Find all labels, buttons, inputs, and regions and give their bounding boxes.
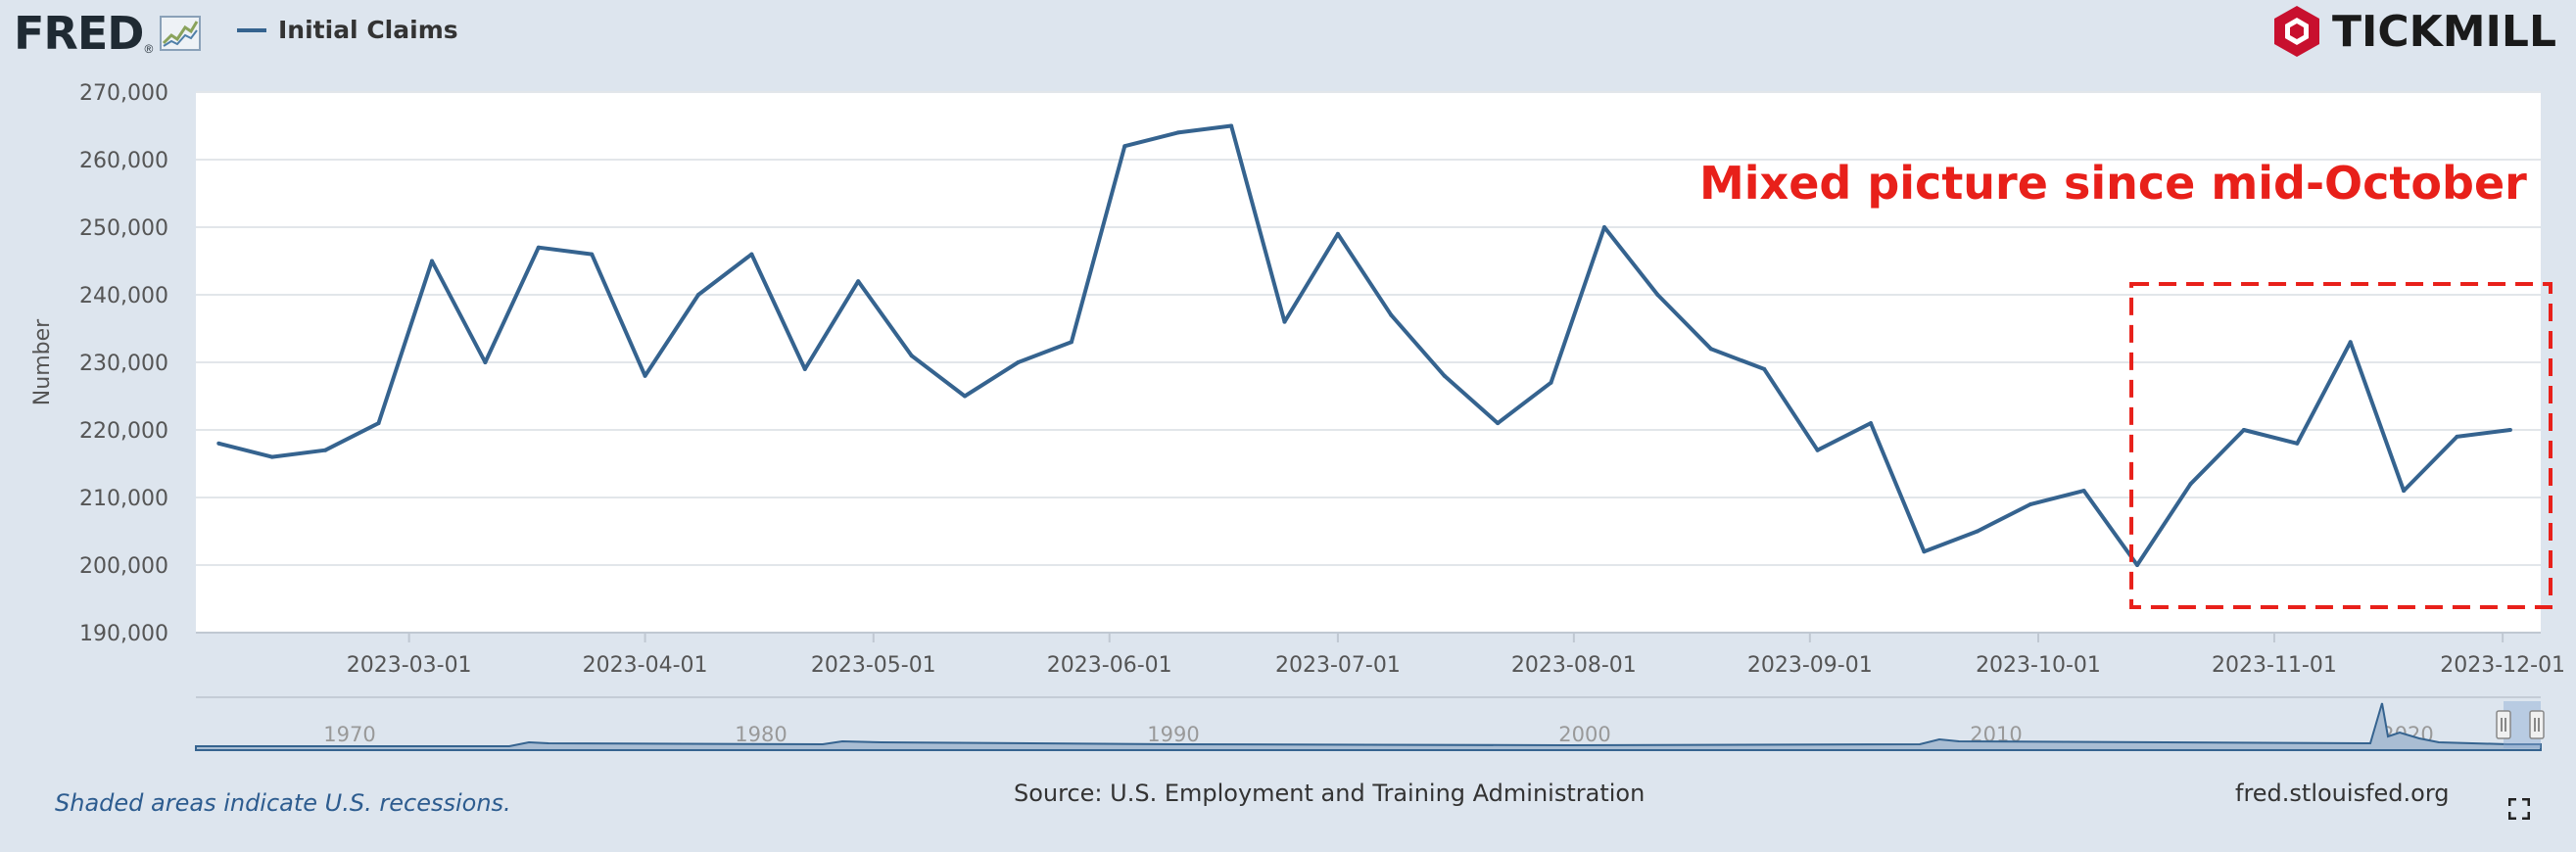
navigator-year-label: 1980: [735, 723, 787, 746]
x-tick-label: 2023-09-01: [1747, 653, 1873, 678]
y-tick-label: 230,000: [79, 352, 168, 376]
data-point[interactable]: [1016, 360, 1021, 364]
fullscreen-icon[interactable]: [2508, 798, 2530, 820]
source-note: Source: U.S. Employment and Training Adm…: [1014, 780, 1646, 807]
data-point[interactable]: [2241, 428, 2246, 432]
series-line-initial-claims[interactable]: [217, 123, 2511, 567]
y-tick-label: 190,000: [79, 622, 168, 646]
x-tick-label: 2023-11-01: [2212, 653, 2337, 678]
data-point[interactable]: [749, 252, 754, 257]
data-point[interactable]: [1549, 380, 1553, 385]
gridlines: [196, 91, 2541, 634]
data-point[interactable]: [1869, 421, 1873, 426]
data-point[interactable]: [963, 394, 968, 399]
data-point[interactable]: [2188, 482, 2193, 487]
x-tick-label: 2023-08-01: [1511, 653, 1637, 678]
data-point[interactable]: [1335, 231, 1340, 236]
data-point[interactable]: [1442, 373, 1447, 378]
y-axis-label: Number: [30, 318, 55, 405]
range-navigator[interactable]: 197019801990200020102020: [195, 696, 2545, 751]
chart-annotation: Mixed picture since mid-October: [1699, 157, 2527, 210]
fred-registered-mark: ®: [144, 42, 154, 56]
recession-note: Shaded areas indicate U.S. recessions.: [55, 789, 511, 817]
tickmill-logo-text: TICKMILL: [2331, 6, 2556, 57]
x-tick-label: 2023-12-01: [2440, 653, 2565, 678]
y-tick-label: 240,000: [79, 284, 168, 308]
chart-legend[interactable]: Initial Claims: [237, 16, 458, 44]
y-tick-label: 270,000: [79, 81, 168, 106]
navigator-left-handle[interactable]: [2496, 710, 2511, 739]
x-tick-label: 2023-05-01: [811, 653, 936, 678]
data-point[interactable]: [1282, 319, 1287, 324]
data-point[interactable]: [856, 279, 861, 284]
data-point[interactable]: [1601, 225, 1606, 229]
data-point[interactable]: [2402, 489, 2407, 494]
x-tick-label: 2023-03-01: [347, 653, 472, 678]
data-point[interactable]: [216, 441, 221, 446]
fred-chart-icon: [160, 16, 202, 51]
fred-logo[interactable]: FRED ®: [14, 7, 202, 60]
navigator-year-label: 2000: [1558, 723, 1610, 746]
data-point[interactable]: [1922, 549, 1927, 554]
data-point[interactable]: [2455, 434, 2459, 439]
fred-logo-text: FRED: [14, 7, 144, 60]
y-tick-label: 210,000: [79, 487, 168, 511]
navigator-labels: 197019801990200020102020: [323, 723, 2433, 746]
data-point[interactable]: [1496, 421, 1501, 426]
data-point[interactable]: [1655, 293, 1660, 297]
data-point[interactable]: [1069, 340, 1073, 345]
tickmill-logo: TICKMILL: [2271, 4, 2556, 59]
x-tick-label: 2023-10-01: [1976, 653, 2101, 678]
data-point[interactable]: [269, 454, 274, 459]
data-point[interactable]: [696, 293, 700, 297]
data-point[interactable]: [1975, 529, 1980, 534]
data-point[interactable]: [1122, 144, 1127, 149]
site-link[interactable]: fred.stlouisfed.org: [2235, 780, 2450, 807]
data-point[interactable]: [1815, 448, 1820, 452]
data-point[interactable]: [2135, 563, 2140, 567]
x-tick-label: 2023-04-01: [583, 653, 708, 678]
data-point[interactable]: [2081, 489, 2086, 494]
data-point[interactable]: [643, 373, 647, 378]
series-layer[interactable]: [216, 123, 2512, 568]
x-tick-label: 2023-06-01: [1047, 653, 1172, 678]
data-point[interactable]: [2348, 340, 2353, 345]
highlight-box: [2129, 282, 2552, 609]
data-point[interactable]: [802, 366, 807, 371]
data-point[interactable]: [1389, 312, 1394, 317]
x-axis-ticks: 2023-03-01 2023-04-01 2023-05-01 2023-06-01…: [347, 633, 2565, 678]
legend-swatch: [237, 27, 266, 32]
tickmill-logo-icon: [2273, 6, 2319, 57]
data-point[interactable]: [536, 245, 541, 250]
data-point[interactable]: [323, 448, 328, 452]
data-point[interactable]: [376, 421, 381, 426]
data-point[interactable]: [2507, 428, 2512, 432]
y-tick-label: 220,000: [79, 419, 168, 444]
data-point[interactable]: [2028, 501, 2033, 506]
highlight-rectangle: [2129, 282, 2552, 609]
data-point[interactable]: [909, 354, 914, 358]
navigator-right-handle[interactable]: [2529, 710, 2545, 739]
navigator-series: [195, 702, 2542, 751]
data-point[interactable]: [1175, 130, 1180, 135]
data-point[interactable]: [1229, 123, 1234, 128]
y-tick-label: 250,000: [79, 216, 168, 241]
data-point[interactable]: [483, 360, 488, 364]
x-tick-label: 2023-07-01: [1275, 653, 1401, 678]
y-axis-ticks: 190,000 200,000 210,000 220,000 230,000 240,0…: [79, 81, 168, 646]
data-point[interactable]: [429, 259, 434, 263]
legend-label: Initial Claims: [278, 16, 458, 44]
navigator-year-label: 1990: [1147, 723, 1199, 746]
y-tick-label: 260,000: [79, 149, 168, 173]
data-point[interactable]: [2295, 441, 2300, 446]
data-point[interactable]: [1762, 366, 1767, 371]
y-tick-label: 200,000: [79, 554, 168, 579]
data-point[interactable]: [590, 252, 595, 257]
navigator-year-label: 1970: [323, 723, 375, 746]
data-point[interactable]: [1708, 347, 1713, 352]
